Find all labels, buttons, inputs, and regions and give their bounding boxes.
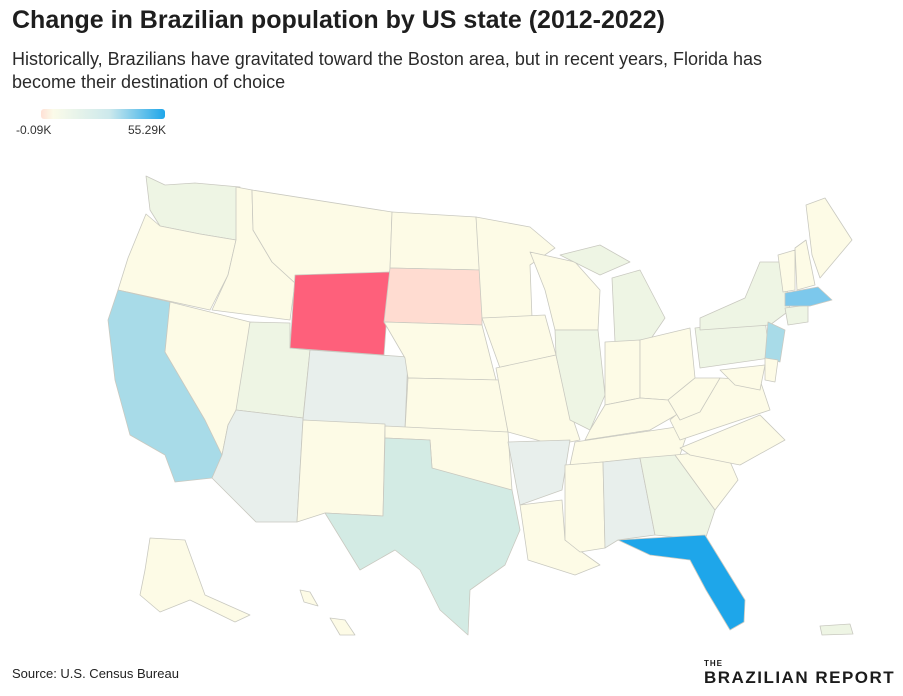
state-new-hampshire[interactable] [794, 239, 816, 291]
state-hawaii-islands[interactable] [299, 589, 319, 607]
state-mississippi[interactable] [564, 461, 606, 553]
legend-max-label: 55.29K [128, 123, 167, 137]
state-maine[interactable] [805, 197, 853, 279]
legend-min-label: -0.09K [16, 123, 52, 137]
state-new-mexico[interactable] [296, 419, 386, 523]
state-louisiana[interactable] [519, 499, 601, 576]
state-hawaii[interactable] [329, 617, 356, 636]
state-texas[interactable] [324, 437, 521, 636]
state-colorado[interactable] [302, 349, 409, 429]
brand-logo: THE BRAZILIAN REPORT [704, 660, 894, 688]
state-vermont[interactable] [777, 249, 796, 293]
state-massachusetts[interactable] [784, 286, 833, 307]
state-alaska[interactable] [139, 537, 251, 623]
state-michigan-upper[interactable] [559, 244, 631, 276]
subtitle-line-1: Historically, Brazilians have gravitated… [12, 49, 763, 69]
state-georgia[interactable] [639, 454, 716, 541]
state-new-york[interactable] [699, 261, 791, 331]
brand-name-label: BRAZILIAN REPORT [704, 668, 896, 687]
state-alabama[interactable] [602, 457, 656, 549]
source-note: Source: U.S. Census Bureau [12, 666, 179, 681]
territory-puerto-rico[interactable] [819, 623, 854, 636]
state-west-virginia[interactable] [667, 377, 721, 421]
chart-title: Change in Brazilian population by US sta… [12, 6, 665, 34]
state-michigan[interactable] [611, 269, 666, 343]
chart-subtitle: Historically, Brazilians have gravitated… [12, 48, 892, 94]
state-connecticut[interactable] [784, 304, 809, 326]
state-new-jersey[interactable] [764, 321, 786, 363]
state-delaware[interactable] [764, 357, 779, 383]
brand-the-label: THE [704, 659, 723, 668]
state-indiana[interactable] [604, 339, 641, 406]
subtitle-line-2: become their destination of choice [12, 72, 286, 92]
state-north-carolina[interactable] [679, 414, 786, 466]
state-kansas[interactable] [404, 377, 509, 433]
legend-gradient-bar [41, 109, 165, 119]
state-maryland[interactable] [719, 364, 766, 391]
state-north-dakota[interactable] [389, 211, 483, 271]
state-south-dakota[interactable] [383, 267, 483, 326]
state-wyoming[interactable] [289, 271, 391, 356]
state-arkansas[interactable] [507, 439, 571, 506]
state-florida[interactable] [617, 534, 746, 631]
us-state-map [107, 175, 854, 636]
